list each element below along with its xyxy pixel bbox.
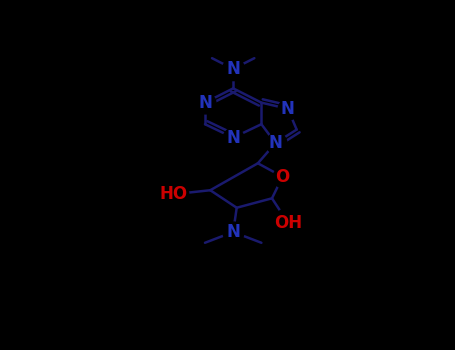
Text: N: N [281,100,295,118]
Text: N: N [226,223,240,241]
Text: HO: HO [159,185,187,203]
Text: OH: OH [274,214,302,232]
Text: N: N [226,129,240,147]
Text: O: O [275,168,290,186]
Text: N: N [268,134,283,152]
Text: N: N [198,94,212,112]
Text: N: N [226,60,240,78]
